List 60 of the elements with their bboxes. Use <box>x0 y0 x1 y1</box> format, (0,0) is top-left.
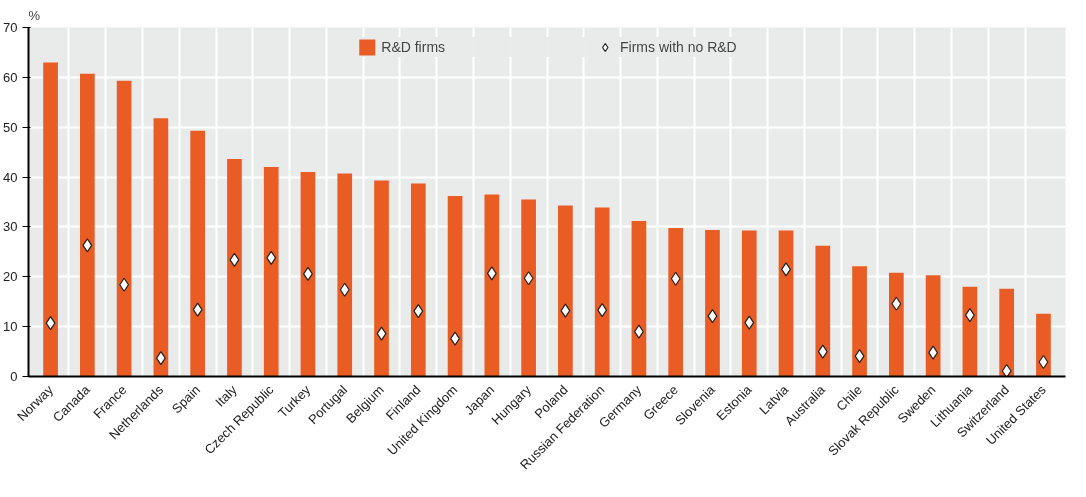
point <box>744 315 755 330</box>
bar <box>190 130 206 377</box>
y-tick-label: 40 <box>3 169 18 185</box>
y-axis-title: % <box>28 7 41 23</box>
y-tick-label: 70 <box>3 20 18 35</box>
bar <box>521 199 536 377</box>
bar <box>594 207 610 377</box>
point <box>192 302 203 317</box>
point <box>560 303 571 318</box>
bar <box>337 173 353 377</box>
point <box>597 303 608 318</box>
point <box>45 316 56 331</box>
y-tick-label: 20 <box>3 269 18 285</box>
legend-label: R&D firms <box>381 39 446 55</box>
point <box>670 271 681 286</box>
bar <box>79 73 95 377</box>
legend-label: Firms with no R&D <box>620 39 737 55</box>
point <box>964 308 975 323</box>
point <box>119 277 130 292</box>
point <box>523 271 534 286</box>
point <box>891 296 902 311</box>
bar <box>888 272 904 377</box>
bar <box>925 275 941 377</box>
point <box>339 282 350 297</box>
y-tick-label: 10 <box>3 319 18 335</box>
bar <box>227 159 242 377</box>
bar <box>263 167 279 377</box>
point <box>486 266 497 281</box>
bar <box>962 286 978 377</box>
bar <box>43 62 58 377</box>
bar <box>705 229 720 377</box>
bar <box>741 230 757 377</box>
bar <box>999 288 1015 377</box>
bar <box>558 205 573 377</box>
bar <box>778 230 794 377</box>
bar <box>300 172 316 377</box>
point <box>229 252 240 267</box>
point <box>82 238 93 253</box>
bar <box>484 194 500 377</box>
point <box>413 304 424 319</box>
y-tick-label: 30 <box>3 219 18 235</box>
bar <box>447 196 463 377</box>
point <box>707 309 718 324</box>
bar <box>116 80 132 377</box>
point <box>376 326 387 341</box>
bar <box>410 183 426 377</box>
point <box>266 250 277 265</box>
bar <box>153 118 169 377</box>
bar <box>852 266 867 377</box>
y-tick-label: 0 <box>10 369 18 384</box>
bar <box>668 227 684 377</box>
point <box>817 344 828 359</box>
point <box>1001 363 1012 377</box>
bar <box>631 220 647 377</box>
bar <box>1036 313 1051 377</box>
bar <box>374 180 389 377</box>
y-tick-label: 50 <box>3 119 18 135</box>
bar <box>815 245 831 377</box>
point <box>928 345 939 360</box>
y-tick-label: 60 <box>3 69 18 85</box>
